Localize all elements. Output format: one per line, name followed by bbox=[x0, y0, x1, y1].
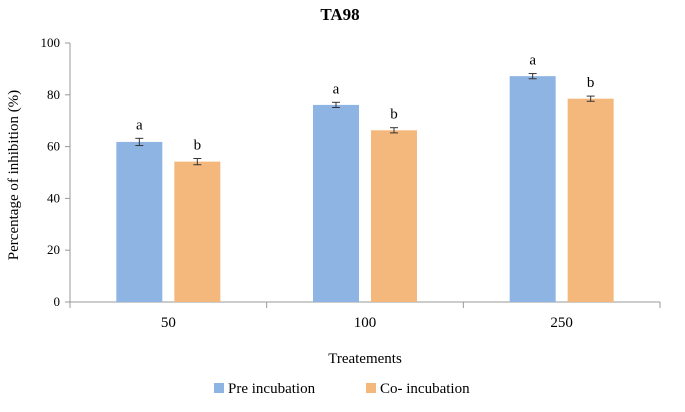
y-axis-title: Percentage of inhibition (%) bbox=[6, 90, 22, 260]
significance-label: a bbox=[136, 117, 143, 133]
bar-co-incubation bbox=[174, 161, 221, 302]
bar-co-incubation bbox=[371, 130, 417, 302]
x-tick-label: 250 bbox=[550, 315, 573, 331]
significance-label: a bbox=[529, 53, 536, 69]
bar-pre-incubation bbox=[509, 76, 556, 302]
legend: Pre incubation Co- incubation bbox=[214, 381, 470, 397]
legend-label: Pre incubation bbox=[228, 381, 316, 397]
legend-swatch bbox=[214, 383, 224, 393]
significance-label: a bbox=[333, 81, 340, 97]
bar-co-incubation bbox=[567, 98, 614, 302]
y-tick-label: 0 bbox=[54, 294, 61, 309]
significance-label: b bbox=[390, 107, 398, 123]
y-tick-label: 80 bbox=[47, 87, 60, 102]
significance-label: b bbox=[587, 75, 595, 91]
y-tick-label: 100 bbox=[41, 35, 61, 50]
x-tick-label: 50 bbox=[161, 315, 176, 331]
chart-title: TA98 bbox=[320, 5, 359, 24]
significance-label: b bbox=[194, 138, 202, 154]
bar-pre-incubation bbox=[116, 141, 163, 302]
axes: 0 20 40 60 80 100 50 100 250 bbox=[41, 35, 661, 331]
y-tick-label: 40 bbox=[47, 190, 60, 205]
y-tick-label: 20 bbox=[47, 242, 60, 257]
x-tick-label: 100 bbox=[354, 315, 377, 331]
legend-label: Co- incubation bbox=[380, 381, 470, 397]
y-tick-label: 60 bbox=[47, 139, 60, 154]
bar-pre-incubation bbox=[313, 104, 359, 302]
x-axis-title: Treatements bbox=[328, 351, 402, 367]
legend-swatch bbox=[366, 383, 376, 393]
bars: a a a b b b bbox=[116, 53, 614, 302]
